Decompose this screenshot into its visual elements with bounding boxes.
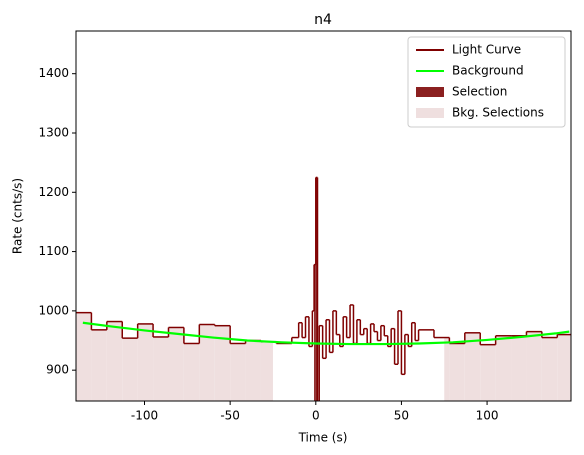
x-tick-label: -100 xyxy=(131,409,158,423)
x-axis-label: Time (s) xyxy=(298,431,348,445)
legend-label: Background xyxy=(452,64,524,78)
legend-box xyxy=(407,36,566,128)
bkg-selection-fill xyxy=(260,341,273,401)
bkg-selection-fill xyxy=(137,323,154,401)
bkg-selection-fill xyxy=(245,340,261,401)
bkg-selection-fill xyxy=(153,336,169,401)
x-tick-label: 0 xyxy=(312,409,320,423)
y-axis-label: Rate (cnts/s) xyxy=(11,178,25,254)
x-tick-label: -50 xyxy=(220,409,240,423)
legend-label: Bkg. Selections xyxy=(452,106,544,120)
bkg-selection-fill xyxy=(122,338,138,401)
bkg-selection-fill xyxy=(541,337,558,401)
bkg-selection-fill xyxy=(480,344,496,401)
bkg-selection-fill xyxy=(444,337,450,401)
axes-frame xyxy=(75,30,572,402)
y-tick-label: 1400 xyxy=(38,66,69,80)
bkg-selection-fill xyxy=(76,312,92,401)
bkg-selection-fill xyxy=(91,329,107,401)
y-tick-label: 1300 xyxy=(38,125,69,139)
bkg-selection-fill xyxy=(495,335,512,401)
background-line xyxy=(82,321,570,346)
legend-label: Selection xyxy=(452,85,507,99)
legend-swatch xyxy=(416,108,444,118)
x-tick-label: 50 xyxy=(394,409,409,423)
bkg-selection-fill xyxy=(168,327,184,401)
y-tick-label: 900 xyxy=(46,363,69,377)
y-tick-label: 1100 xyxy=(38,244,69,258)
y-tick-label: 1200 xyxy=(38,185,69,199)
bkg-selection-fill xyxy=(526,331,542,401)
bkg-selection-fill xyxy=(511,335,527,401)
bkg-selection-fill xyxy=(183,343,200,401)
legend-label: Light Curve xyxy=(452,43,521,57)
bkg-selection-fill xyxy=(449,343,465,401)
bkg-selection-fill xyxy=(199,324,215,401)
legend-swatch xyxy=(416,87,444,97)
y-tick-label: 1000 xyxy=(38,303,69,317)
bkg-selection-fill xyxy=(106,321,123,401)
bkg-selection-fill xyxy=(464,332,481,401)
bkg-selection-fill xyxy=(557,334,571,401)
x-tick-label: 100 xyxy=(476,409,499,423)
bkg-selection-fill xyxy=(230,343,246,401)
plot-area xyxy=(76,176,571,401)
chart-title: n4 xyxy=(314,12,332,28)
selection-fill xyxy=(315,177,318,401)
bkg-selection-fill xyxy=(214,325,231,401)
selection-fill xyxy=(314,264,316,401)
